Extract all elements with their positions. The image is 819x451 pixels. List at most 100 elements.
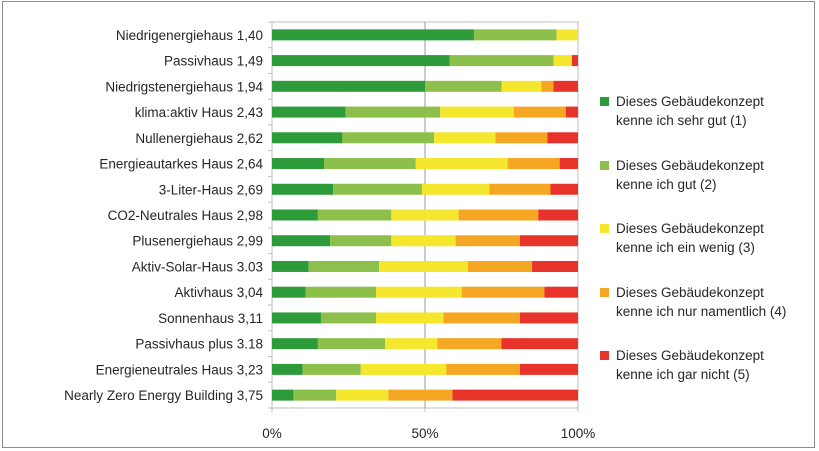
bar-segment-5: [501, 338, 578, 350]
bar-segment-1: [272, 260, 309, 272]
category-label: Energieautarkes Haus 2,64: [99, 157, 263, 172]
bar-segment-1: [272, 363, 303, 375]
category-label: Plusenergiehaus 2,99: [132, 234, 263, 249]
legend-label: Dieses Gebäudekonzept kenne ich sehr gut …: [616, 94, 764, 128]
bar-segment-1: [272, 132, 343, 144]
bar-segment-4: [446, 363, 520, 375]
bar-segment-3: [415, 158, 508, 170]
bar-segment-2: [333, 183, 422, 195]
bar-segment-3: [391, 235, 456, 247]
bar-segment-2: [320, 312, 377, 324]
bar-segment-4: [467, 260, 533, 272]
category-label: klima:aktiv Haus 2,43: [135, 105, 263, 120]
bar-segment-3: [385, 338, 438, 350]
bar-segment-3: [434, 132, 496, 144]
bar-segment-3: [360, 363, 447, 375]
legend-item: Dieses Gebäudekonzept kenne ich nur namen…: [600, 283, 815, 326]
bar-segment-4: [507, 158, 560, 170]
bar-segment-5: [550, 183, 578, 195]
bar-segment-1: [272, 183, 334, 195]
category-label: Niedrigstenergiehaus 1,94: [105, 79, 263, 94]
bar-segment-2: [425, 80, 502, 92]
bar-segment-1: [272, 55, 450, 67]
x-tick-label: 0%: [262, 426, 282, 441]
bar-segment-1: [272, 80, 425, 92]
legend-item: Dieses Gebäudekonzept kenne ich gut (2): [600, 156, 815, 199]
x-tick-label: 100%: [561, 426, 596, 441]
bar-segment-3: [421, 183, 490, 195]
legend-item: Dieses Gebäudekonzept kenne ich sehr gut …: [600, 92, 815, 135]
legend: Dieses Gebäudekonzept kenne ich sehr gut …: [600, 92, 815, 410]
bar-segment-1: [272, 389, 294, 401]
category-label: 3-Liter-Haus 2,69: [159, 182, 263, 197]
bar-segment-5: [452, 389, 578, 401]
bar-segment-3: [379, 260, 468, 272]
x-tick-label: 50%: [411, 426, 438, 441]
bar-segment-1: [272, 338, 318, 350]
bar-segment-3: [336, 389, 389, 401]
category-label: Aktivhaus 3,04: [174, 285, 263, 300]
bar-segment-4: [455, 235, 520, 247]
legend-swatch: [600, 224, 609, 233]
bar-segment-3: [376, 286, 462, 298]
bar-segment-5: [559, 158, 578, 170]
bar-segment-2: [342, 132, 435, 144]
bar-segment-2: [473, 29, 557, 41]
bar-segment-1: [272, 106, 346, 118]
bar-segment-2: [308, 260, 380, 272]
bar-segment-5: [553, 80, 578, 92]
bar-segment-4: [495, 132, 548, 144]
bar-segment-5: [544, 286, 578, 298]
bar-segment-2: [449, 55, 554, 67]
legend-swatch: [600, 351, 609, 360]
bar-segment-3: [376, 312, 444, 324]
category-label: Nullenergiehaus 2,62: [135, 131, 263, 146]
category-label: Sonnenhaus 3,11: [158, 311, 263, 326]
bar-segment-4: [388, 389, 453, 401]
legend-label: Dieses Gebäudekonzept kenne ich gar nicht…: [616, 348, 764, 382]
bar-segment-4: [489, 183, 551, 195]
bar-segment-4: [541, 80, 554, 92]
bar-segment-1: [272, 235, 331, 247]
bar-segment-3: [440, 106, 514, 118]
bar-segment-1: [272, 29, 474, 41]
legend-label: Dieses Gebäudekonzept kenne ich gut (2): [616, 157, 764, 192]
bar-segment-1: [272, 312, 321, 324]
bar-segment-5: [519, 235, 578, 247]
legend-item: Dieses Gebäudekonzept kenne ich gar nicht…: [600, 346, 815, 389]
category-label: Passivhaus plus 3.18: [135, 337, 263, 352]
bar-segment-1: [272, 158, 325, 170]
bar-segment-4: [443, 312, 520, 324]
bar-segment-4: [461, 286, 545, 298]
bar-segment-3: [553, 55, 572, 67]
bar-segment-2: [317, 209, 392, 221]
bar-segment-5: [538, 209, 578, 221]
legend-swatch: [600, 160, 609, 170]
bar-segment-2: [302, 363, 361, 375]
bar-segment-5: [571, 55, 578, 67]
bar-segment-3: [391, 209, 459, 221]
legend-swatch: [600, 287, 609, 297]
legend-item: Dieses Gebäudekonzept kenne ich ein wenig…: [600, 219, 815, 262]
category-label: Aktiv-Solar-Haus 3.03: [132, 259, 263, 274]
bar-segment-5: [519, 363, 578, 375]
legend-label: Dieses Gebäudekonzept kenne ich ein wenig…: [616, 221, 764, 255]
bar-segment-3: [556, 29, 578, 41]
bar-segment-2: [345, 106, 441, 118]
bar-segment-5: [565, 106, 578, 118]
legend-swatch: [600, 97, 609, 106]
bar-segment-5: [547, 132, 578, 144]
bar-segment-5: [532, 260, 578, 272]
bar-segment-5: [519, 312, 578, 324]
bar-segment-1: [272, 286, 306, 298]
bar-segment-4: [458, 209, 539, 221]
category-label: Passivhaus 1,49: [164, 54, 263, 69]
bar-segment-4: [513, 106, 566, 118]
category-label: Niedrigenergiehaus 1,40: [116, 28, 263, 43]
legend-label: Dieses Gebäudekonzept kenne ich nur namen…: [616, 284, 787, 319]
bar-segment-3: [501, 80, 542, 92]
category-label: Energieneutrales Haus 3,23: [96, 362, 263, 377]
bar-segment-4: [437, 338, 502, 350]
category-label: CO2-Neutrales Haus 2,98: [108, 208, 263, 223]
